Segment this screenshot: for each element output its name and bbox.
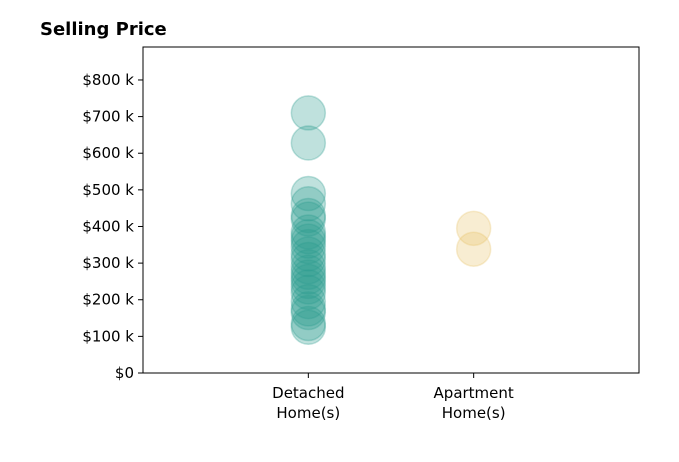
y-tick-label: $100 k (82, 327, 134, 345)
data-point (455, 210, 492, 247)
data-point (290, 283, 327, 320)
x-tick-label: Apartment Home(s) (434, 384, 514, 422)
chart-title: Selling Price (40, 19, 167, 40)
data-point (290, 125, 327, 161)
data-point (290, 228, 327, 265)
data-point (290, 214, 327, 250)
axes-frame (142, 46, 640, 374)
data-point (290, 263, 327, 300)
y-tick-label: $300 k (82, 254, 134, 272)
y-tick-label: $700 k (82, 108, 134, 126)
data-point (290, 291, 327, 327)
data-point (290, 294, 327, 331)
data-point (290, 254, 327, 291)
data-point (290, 259, 327, 295)
data-point (290, 309, 327, 345)
data-point (290, 249, 327, 285)
data-point (290, 223, 327, 259)
y-tick-label: $0 (115, 364, 134, 382)
data-point (290, 269, 327, 305)
data-point (290, 305, 327, 342)
plot-area: $0 $100 k $200 k $300 k $400 k $500 k $600 k $7… (82, 46, 640, 422)
data-point (290, 197, 327, 234)
y-tick-label: $500 k (82, 181, 134, 199)
data-point (290, 241, 327, 278)
y-tick-label: $600 k (82, 144, 134, 162)
data-point (290, 201, 327, 237)
data-point (290, 218, 327, 255)
data-point (290, 186, 327, 222)
y-tick-label: $800 k (82, 71, 134, 89)
data-point (290, 274, 327, 311)
data-point (290, 95, 327, 131)
y-tick-label: $400 k (82, 217, 134, 235)
data-point (290, 175, 327, 212)
y-tick-label: $200 k (82, 291, 134, 309)
x-tick-label: Detached Home(s) (272, 384, 344, 422)
data-point (455, 231, 492, 267)
data-point (290, 236, 327, 272)
